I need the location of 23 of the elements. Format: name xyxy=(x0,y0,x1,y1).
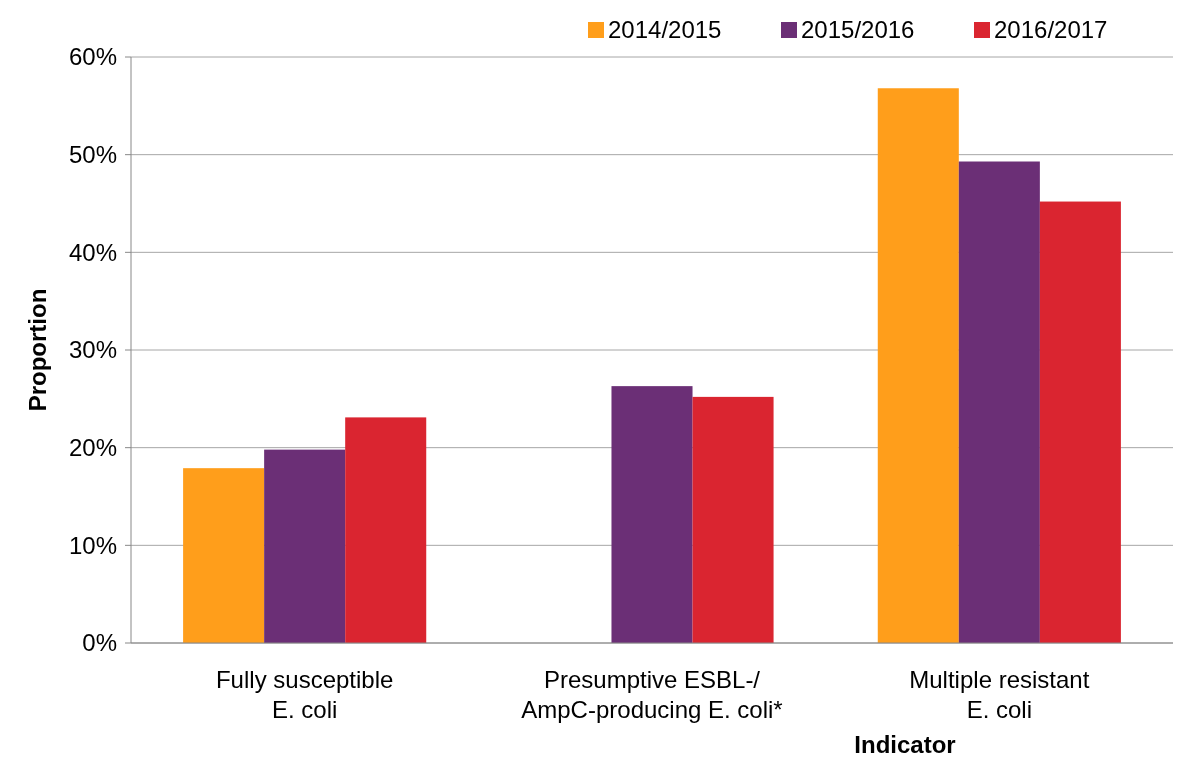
bar xyxy=(877,88,959,643)
bar xyxy=(345,417,427,643)
x-tick-label: Multiple resistant E. coli xyxy=(909,666,1090,723)
bar xyxy=(692,396,774,643)
bar xyxy=(1039,201,1121,643)
y-tick-label: 0% xyxy=(82,629,117,657)
x-tick-label: Fully susceptible E. coli xyxy=(215,666,394,723)
y-tick-label: 60% xyxy=(68,43,117,71)
bar xyxy=(958,161,1040,643)
y-tick-label: 50% xyxy=(68,141,117,169)
y-tick-label: 10% xyxy=(68,531,117,559)
legend-label: 2015/2016 xyxy=(801,16,915,43)
legend-label: 2016/2017 xyxy=(994,16,1108,43)
legend-label: 2014/2015 xyxy=(608,16,722,43)
bar xyxy=(611,386,693,643)
y-axis-title: Proportion xyxy=(24,288,51,412)
y-tick-label: 30% xyxy=(68,336,117,364)
bar xyxy=(264,449,346,643)
bar xyxy=(183,468,265,643)
x-tick-label: Presumptive ESBL-/ AmpC-producing E. coli* xyxy=(521,666,783,723)
x-axis-title: Indicator xyxy=(854,731,956,758)
y-tick-label: 20% xyxy=(68,434,117,462)
y-tick-label: 40% xyxy=(68,238,117,266)
